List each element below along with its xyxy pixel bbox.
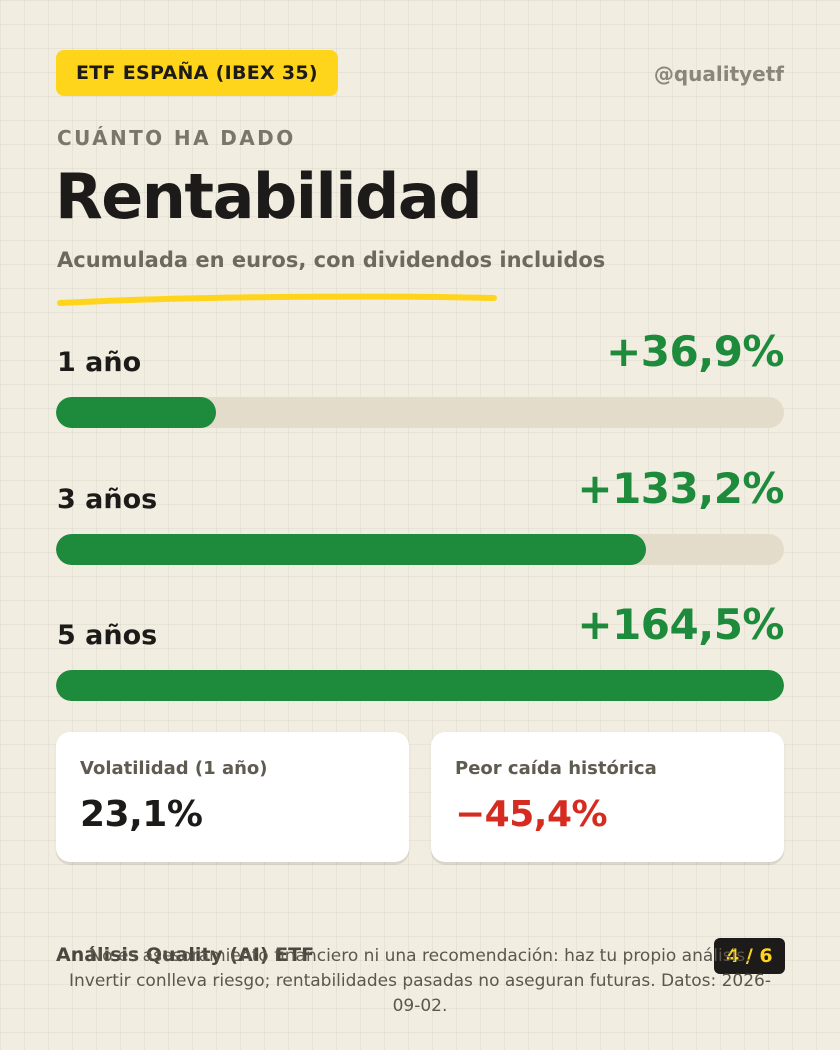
return-5y-row: 5 años +164,5%	[56, 569, 784, 701]
progress-fill	[56, 534, 646, 565]
period-label: 3 años	[57, 484, 158, 515]
progress-fill	[56, 670, 784, 701]
page-subtitle: Acumulada en euros, con dividendos inclu…	[57, 248, 606, 272]
return-value: +36,9%	[606, 327, 784, 376]
progress-track	[56, 397, 784, 428]
section-eyebrow: CUÁNTO HA DADO	[57, 126, 296, 150]
return-3y-row: 3 años +133,2%	[56, 433, 784, 565]
progress-fill	[56, 397, 217, 428]
period-label: 1 año	[57, 347, 142, 378]
disclaimer-text: No es asesoramiento financiero ni una re…	[69, 946, 771, 1016]
drawdown-label: Peor caída histórica	[455, 758, 657, 779]
page-title: Rentabilidad	[55, 160, 483, 233]
page-counter: 4 / 6	[714, 938, 785, 974]
progress-track	[56, 534, 784, 565]
highlight-underline	[57, 293, 497, 306]
account-handle: @qualityetf	[653, 62, 784, 86]
volatility-value: 23,1%	[80, 794, 203, 835]
return-1y-row: 1 año +36,9%	[56, 296, 784, 428]
return-value: +133,2%	[577, 464, 784, 513]
drawdown-value: −45,4%	[455, 794, 608, 835]
volatility-card: Volatilidad (1 año) 23,1%	[56, 732, 409, 862]
volatility-label: Volatilidad (1 año)	[80, 758, 268, 779]
category-badge: ETF ESPAÑA (IBEX 35)	[56, 50, 338, 96]
progress-track	[56, 670, 784, 701]
return-value: +164,5%	[577, 600, 784, 649]
footer-brand: Análisis Quality (AI) ETF	[56, 944, 315, 966]
drawdown-card: Peor caída histórica −45,4%	[431, 732, 784, 862]
period-label: 5 años	[57, 620, 158, 651]
